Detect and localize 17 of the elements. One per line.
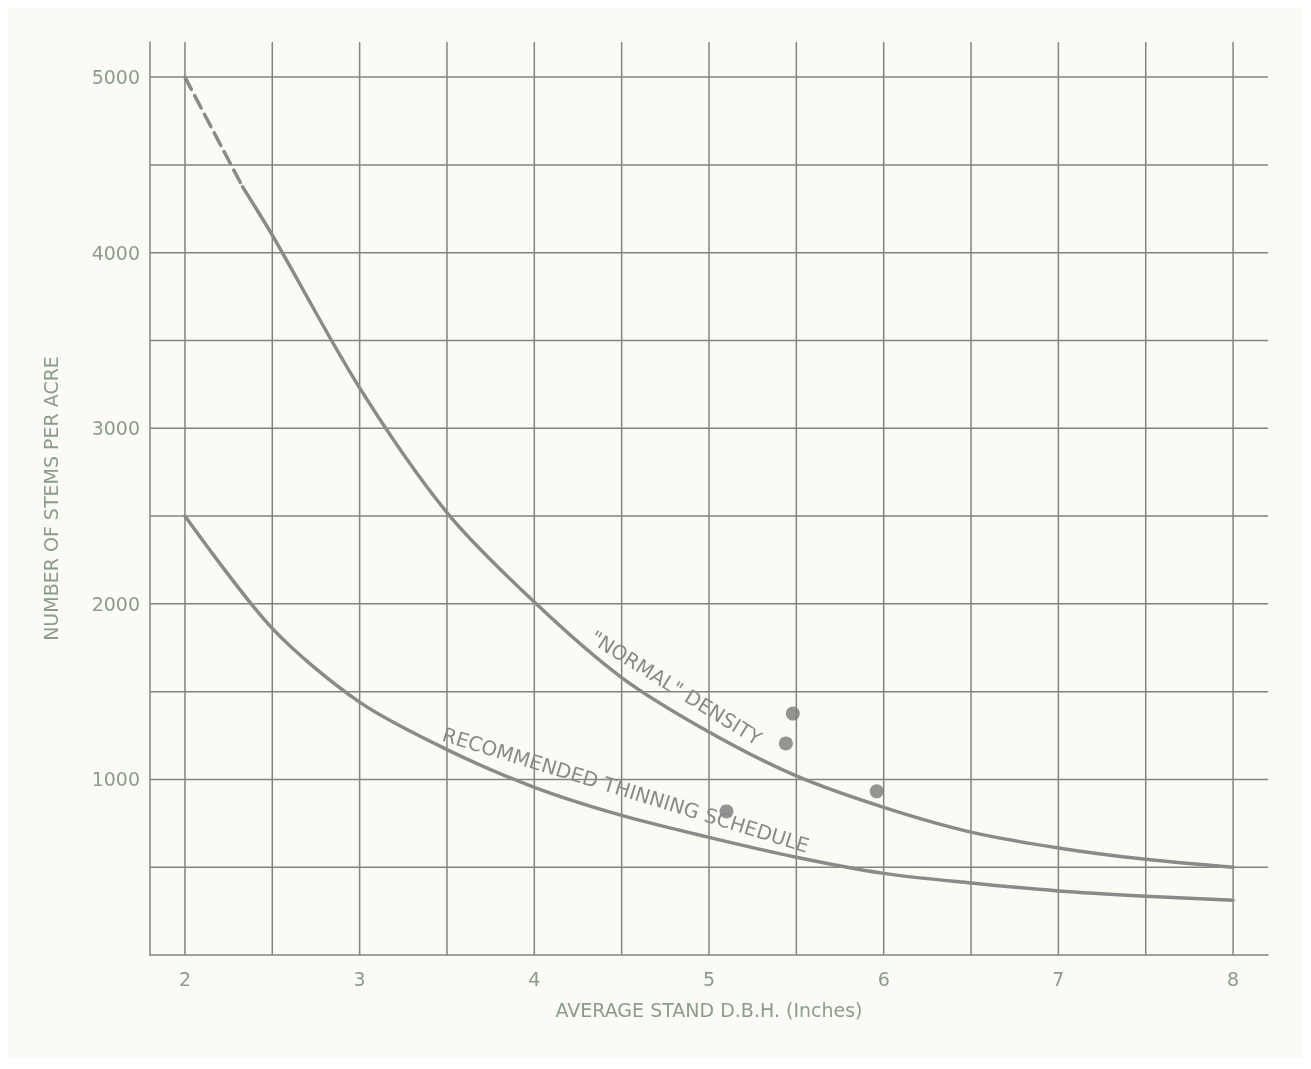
x-tick-label: 5: [702, 967, 716, 990]
y-axis-title: NUMBER OF STEMS PER ACRE: [39, 356, 62, 641]
x-tick-label: 6: [877, 967, 890, 990]
y-tick-label: 1000: [91, 768, 140, 791]
y-tick-label: 4000: [91, 241, 140, 264]
x-tick-label: 4: [528, 967, 541, 990]
point: [785, 706, 800, 721]
point: [778, 736, 793, 751]
y-tick-label: 3000: [91, 417, 140, 440]
y-tick-label: 2000: [91, 592, 140, 615]
x-tick-label: 8: [1227, 967, 1240, 990]
y-tick-label: 5000: [91, 66, 140, 89]
x-axis-title: AVERAGE STAND D.B.H. (Inches): [555, 998, 863, 1021]
x-tick-label: 7: [1052, 967, 1065, 990]
x-tick-label: 2: [178, 967, 191, 990]
point: [869, 784, 884, 799]
x-tick-label: 3: [353, 967, 366, 990]
